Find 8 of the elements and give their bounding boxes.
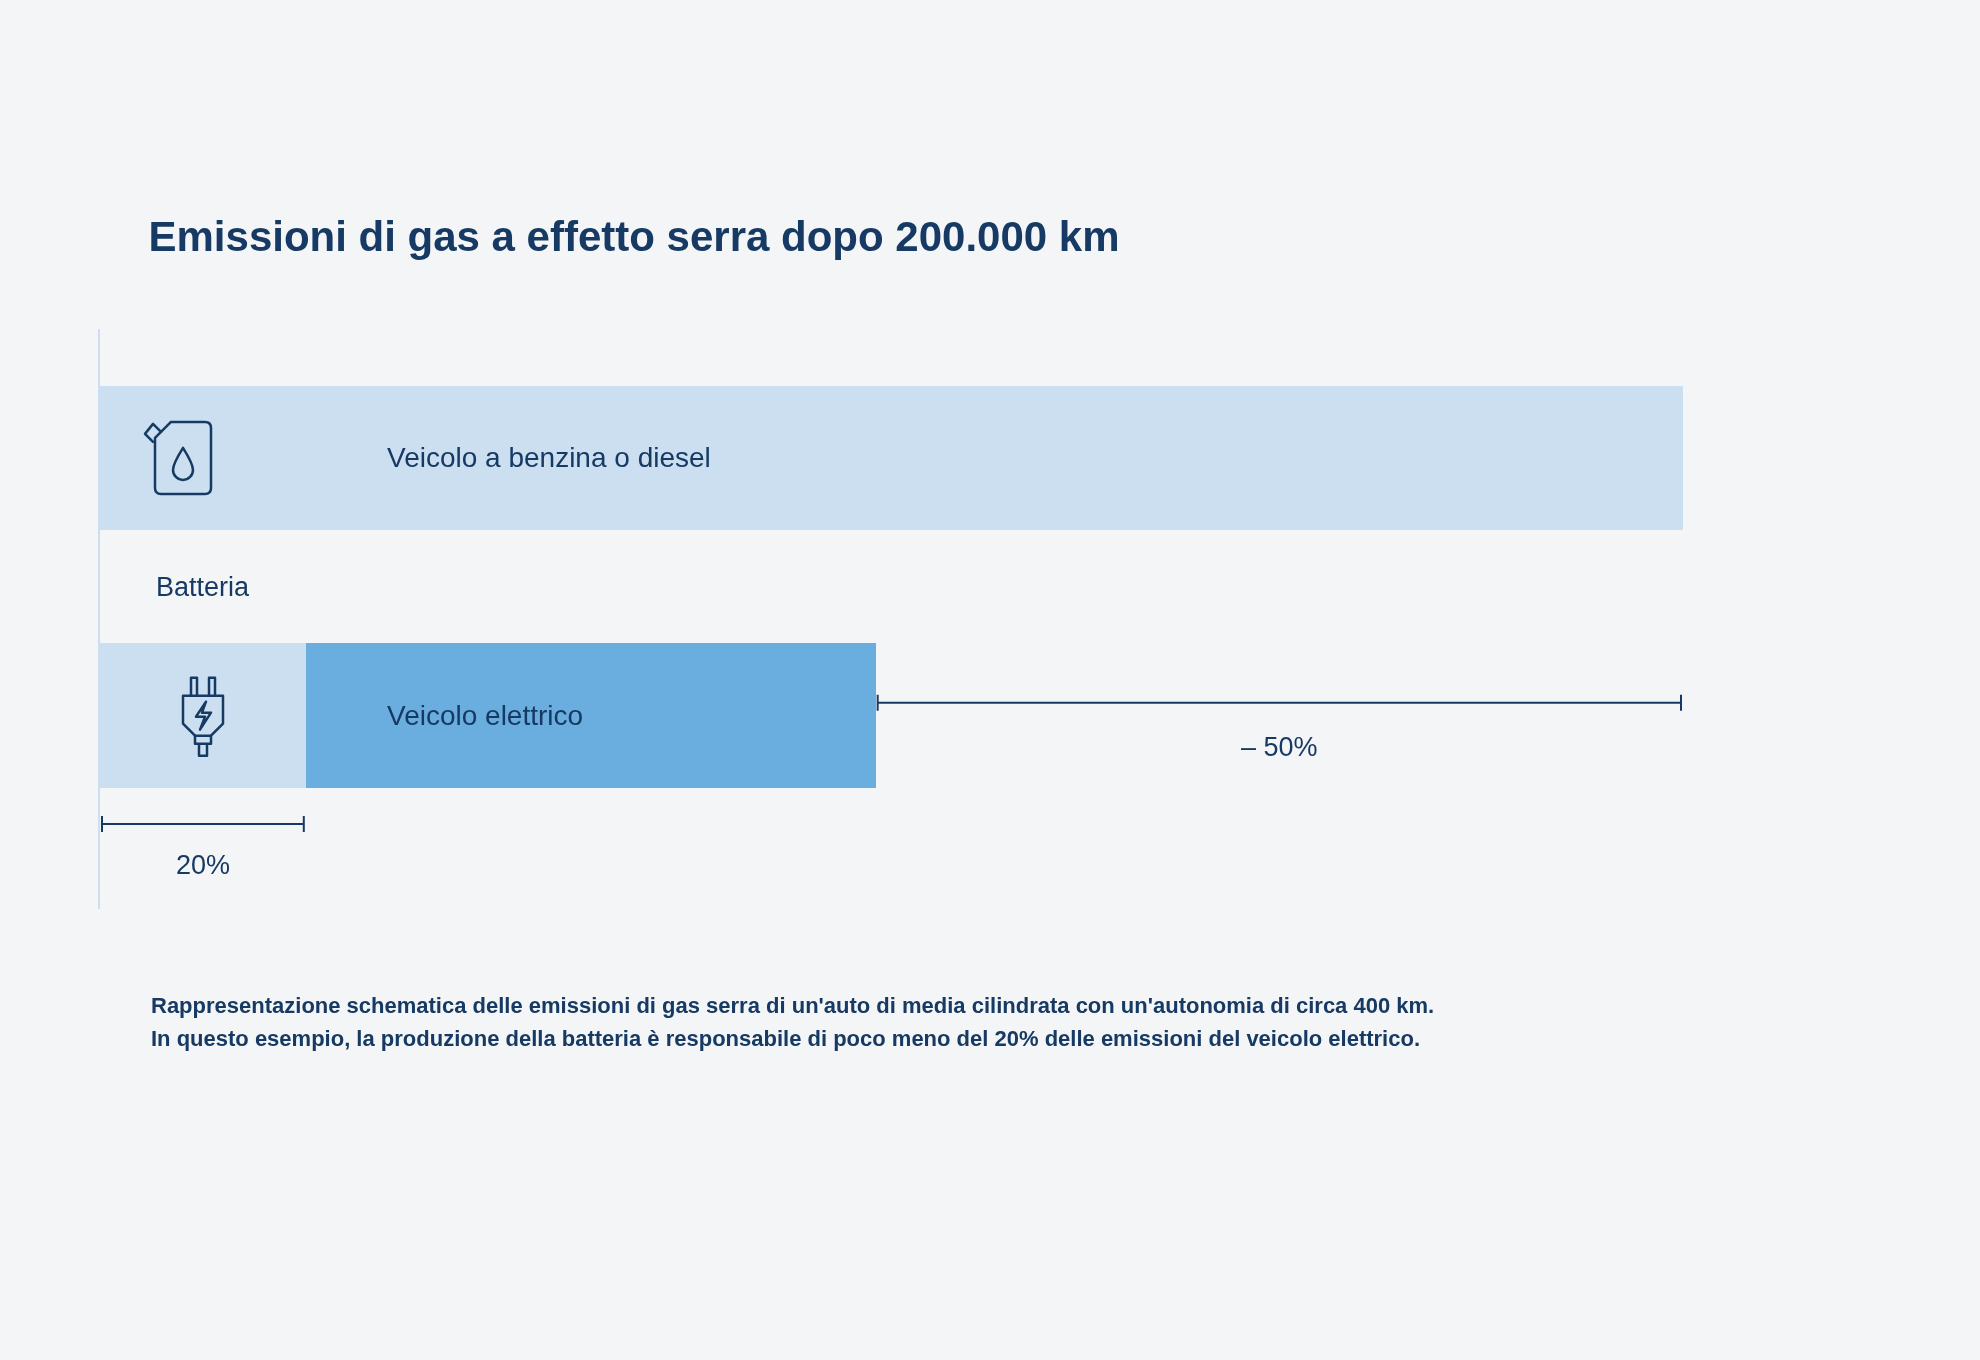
y-tick-label: Veicolo elettrico [387, 700, 584, 731]
text: Rappresentazione schematica delle emissioni di gas serra di un'auto di media cilindrata con un'autonomia di circa 400 km. [151, 993, 1435, 1018]
y-tick-label: Veicolo a benzina o diesel [387, 442, 711, 473]
annotation: 20% [176, 850, 231, 880]
series-label: Batteria [156, 572, 251, 602]
annotation: – 50% [1241, 732, 1318, 762]
text: In questo esempio, la produzione della batteria è responsabile di poco meno del 20% delle emissioni del veicolo elettrico. [151, 1026, 1420, 1051]
chart-title: Emissioni di gas a effetto serra dopo 200.000 km [148, 213, 1120, 261]
